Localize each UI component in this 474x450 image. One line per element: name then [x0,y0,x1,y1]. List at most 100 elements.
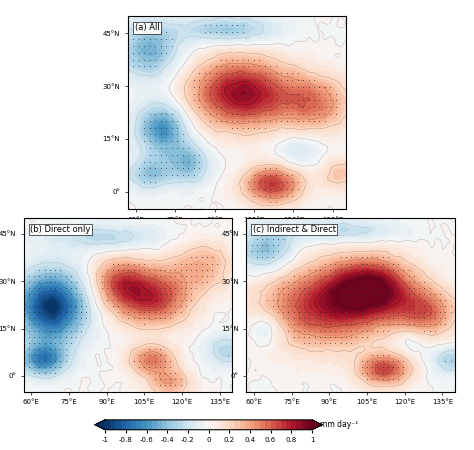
Point [321,83,328,90]
Point [166,315,174,322]
Point [321,297,329,304]
Point [410,309,418,316]
Point [82,309,90,316]
Point [400,309,407,316]
Point [255,104,263,111]
Point [389,284,397,292]
Point [266,63,274,70]
Point [250,69,257,76]
Point [300,272,308,279]
Point [67,290,74,297]
Point [140,351,148,359]
Point [25,339,33,346]
Point [255,185,263,193]
Point [299,83,307,90]
Point [56,315,64,322]
Point [151,364,158,371]
Point [217,63,225,70]
Point [305,333,313,340]
Point [290,309,297,316]
Point [272,192,280,199]
Point [384,278,392,285]
Point [212,69,219,76]
Point [46,339,54,346]
Point [234,97,241,104]
Point [135,351,143,359]
Point [163,138,170,145]
Point [114,272,122,279]
Point [327,90,334,97]
Point [321,327,329,334]
Point [347,260,355,267]
Point [82,315,90,322]
Point [245,178,252,185]
Point [152,171,159,179]
Point [288,83,296,90]
Point [384,260,392,267]
Point [41,272,48,279]
Point [400,290,407,297]
Point [272,90,280,97]
Point [206,90,214,97]
Point [337,254,345,261]
Point [288,97,296,104]
Point [327,315,334,322]
Point [255,83,263,90]
Point [405,315,412,322]
Point [25,290,33,297]
Point [394,260,402,267]
Point [56,302,64,310]
Point [30,364,38,371]
Point [72,290,80,297]
Point [163,110,170,117]
Point [264,297,271,304]
Point [151,302,158,310]
Point [62,333,69,340]
Point [248,248,255,255]
Point [163,171,170,179]
Point [374,272,381,279]
Point [146,351,153,359]
Point [239,69,246,76]
Point [300,339,308,346]
Point [51,272,59,279]
Point [379,309,386,316]
Point [405,272,412,279]
Point [41,327,48,334]
Point [173,144,181,152]
Point [157,124,164,131]
Point [152,117,159,124]
Point [135,266,143,273]
Point [36,351,43,359]
Point [342,266,350,273]
Point [156,302,164,310]
Point [337,260,345,267]
Point [245,63,252,70]
Point [201,104,209,111]
Point [157,165,164,172]
Point [228,76,236,84]
Point [163,29,170,36]
Point [261,83,269,90]
Point [56,284,64,292]
Point [141,49,148,56]
Point [368,260,376,267]
Point [327,321,334,328]
Point [67,278,74,285]
Point [284,315,292,322]
Point [277,185,285,193]
Point [358,302,365,310]
Point [25,364,33,371]
Point [368,351,376,359]
Point [173,124,181,131]
Point [166,272,174,279]
Point [394,357,402,364]
Point [384,321,392,328]
Point [384,315,392,322]
Point [172,369,179,377]
Point [277,83,285,90]
Point [173,165,181,172]
Point [46,290,54,297]
Point [269,302,276,310]
Point [234,90,241,97]
